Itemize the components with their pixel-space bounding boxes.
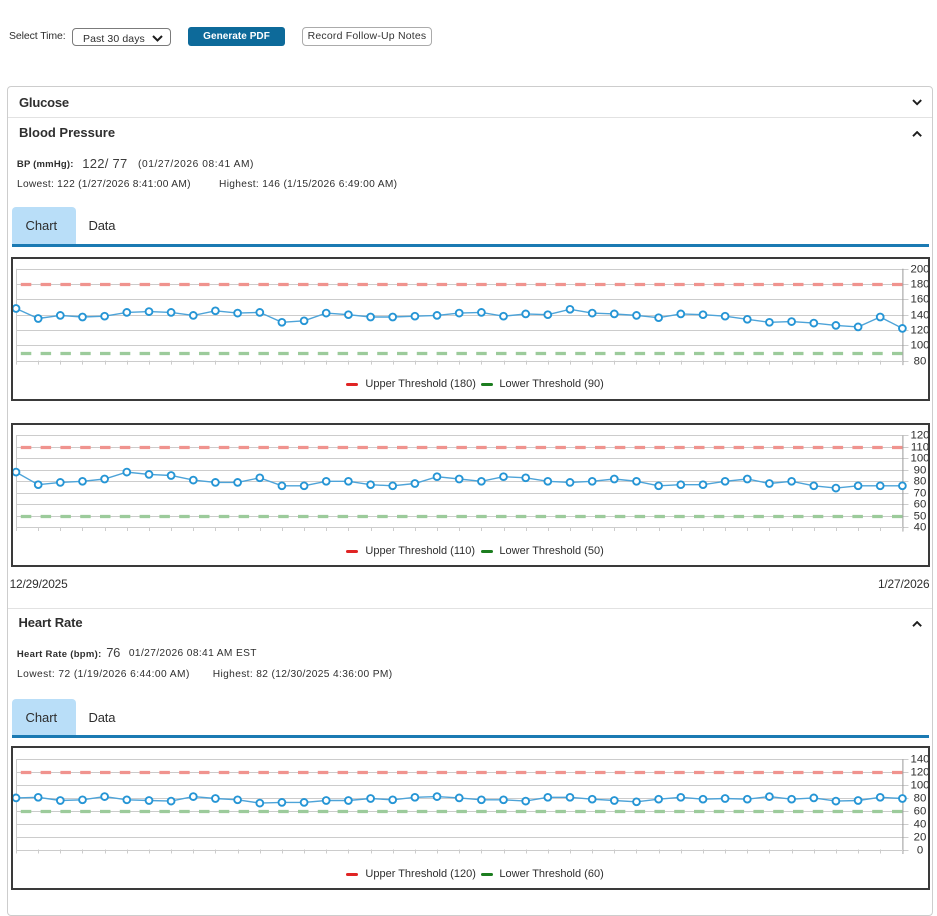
svg-text:80: 80 xyxy=(914,355,927,367)
svg-text:200: 200 xyxy=(910,263,928,275)
svg-text:120: 120 xyxy=(910,324,928,336)
svg-text:70: 70 xyxy=(914,487,927,499)
svg-text:100: 100 xyxy=(910,339,928,351)
svg-text:100: 100 xyxy=(910,452,928,464)
svg-text:40: 40 xyxy=(914,819,927,831)
svg-text:180: 180 xyxy=(910,278,928,290)
svg-text:100: 100 xyxy=(910,780,928,792)
svg-text:40: 40 xyxy=(914,521,927,533)
svg-text:90: 90 xyxy=(914,464,927,476)
svg-text:80: 80 xyxy=(914,475,927,487)
svg-text:110: 110 xyxy=(911,441,928,453)
svg-text:50: 50 xyxy=(914,510,927,522)
svg-text:120: 120 xyxy=(910,767,928,779)
svg-text:140: 140 xyxy=(910,309,928,321)
svg-text:140: 140 xyxy=(910,754,928,766)
svg-text:60: 60 xyxy=(914,498,927,510)
svg-text:0: 0 xyxy=(917,845,923,857)
svg-text:80: 80 xyxy=(914,793,927,805)
svg-text:160: 160 xyxy=(910,293,928,305)
svg-text:60: 60 xyxy=(914,806,927,818)
svg-text:120: 120 xyxy=(910,429,928,441)
svg-text:20: 20 xyxy=(914,832,927,844)
